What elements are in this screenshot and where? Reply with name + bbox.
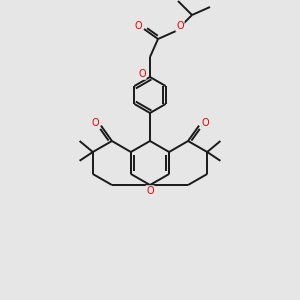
Text: O: O: [91, 118, 99, 128]
Text: O: O: [146, 186, 154, 196]
Text: O: O: [201, 118, 209, 128]
Text: O: O: [138, 69, 146, 79]
Text: O: O: [134, 21, 142, 31]
Text: O: O: [176, 21, 184, 31]
